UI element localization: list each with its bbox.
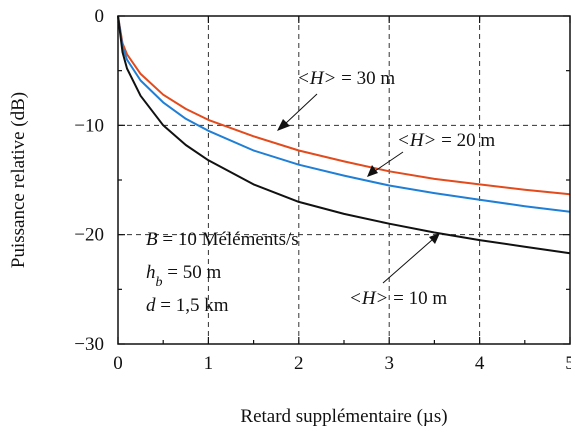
y-tick-label: 0 (95, 6, 105, 27)
series-label-20m: <H> = 20 m (397, 130, 495, 151)
series-label-30m: <H> = 30 m (297, 68, 395, 89)
x-tick-label: 1 (204, 353, 214, 374)
series-line-30m (117, 15, 571, 196)
parameter-base-height: hb = 50 m (146, 262, 221, 290)
plot-frame (117, 15, 571, 345)
y-tick-labels: 0 −10 −20 −30 (74, 6, 104, 355)
y-tick-label: −10 (74, 115, 104, 136)
parameter-distance: d = 1,5 km (146, 295, 229, 316)
y-tick-label: −20 (74, 225, 104, 246)
parameter-bandwidth: B = 10 Méléments/s (146, 229, 299, 250)
x-tick-label: 4 (475, 353, 485, 374)
series-line-20m (117, 15, 571, 213)
x-tick-labels: 0 1 2 3 4 5 (113, 353, 571, 374)
grid-lines (118, 16, 570, 344)
y-tick-label: −30 (74, 334, 104, 355)
arrow-20m (367, 151, 404, 177)
x-axis-title: Retard supplémentaire (µs) (240, 406, 447, 427)
x-tick-label: 2 (294, 353, 304, 374)
series-line-10m (117, 15, 571, 255)
plot-area-curves (117, 15, 571, 255)
y-axis-title: Puissance relative (dB) (8, 92, 29, 268)
series-label-10m: <H> = 10 m (349, 288, 447, 309)
arrow-10m (382, 233, 440, 284)
x-tick-label: 3 (384, 353, 394, 374)
x-tick-label: 5 (565, 353, 571, 374)
x-tick-label: 0 (113, 353, 123, 374)
arrow-30m (277, 93, 318, 131)
